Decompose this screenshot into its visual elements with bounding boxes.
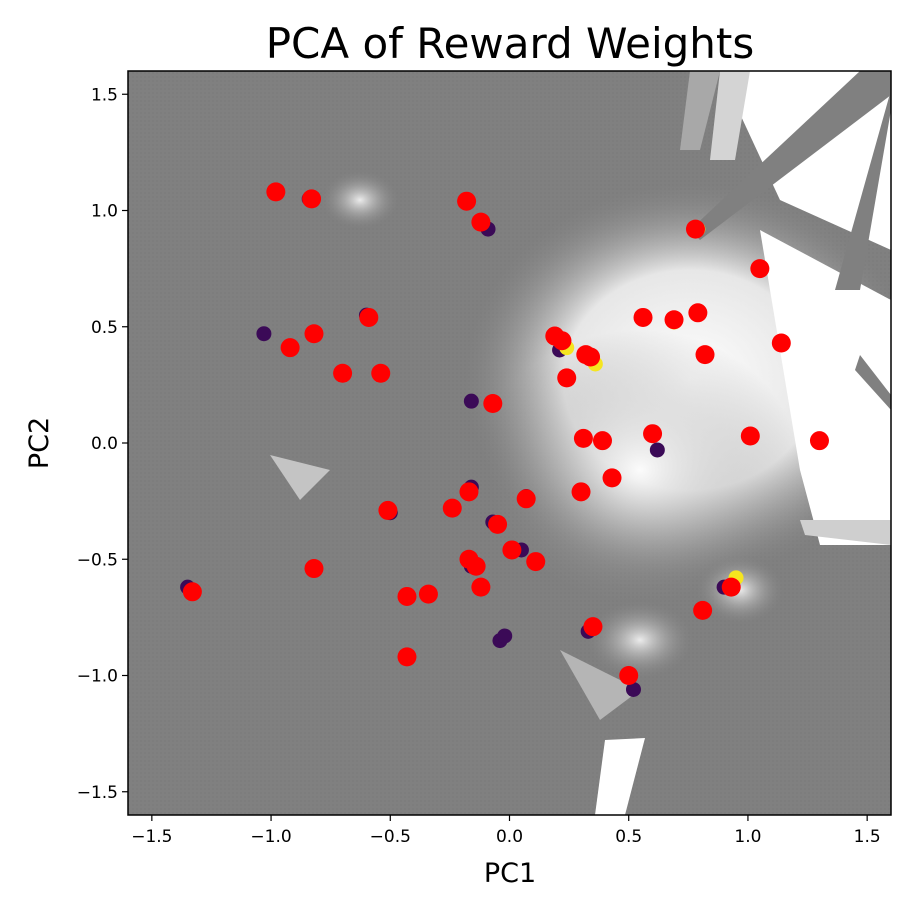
y-tick-label: 0.5 [91, 318, 118, 338]
scatter-point [266, 182, 286, 202]
y-tick-label: 1.5 [91, 85, 118, 105]
scatter-point [516, 489, 536, 509]
heatmap-gray-streak [690, 71, 891, 240]
scatter-point [463, 393, 479, 409]
heatmap-light-wedge [270, 455, 330, 500]
scatter-point [497, 628, 513, 644]
heatmap-bright-region [480, 330, 800, 610]
scatter-point [359, 307, 379, 327]
x-axis-label: PC1 [484, 858, 536, 889]
scatter-point [397, 647, 417, 667]
y-tick-label: 0.0 [91, 434, 118, 454]
scatter-point [688, 303, 708, 323]
y-tick-label: −1.0 [77, 667, 118, 687]
scatter-point [526, 552, 546, 572]
scatter-point [809, 431, 829, 451]
scatter-point [442, 498, 462, 518]
scatter-point [592, 431, 612, 451]
x-tick-label: 0.0 [496, 827, 523, 847]
heatmap-gray-streak [800, 520, 891, 545]
heatmap-gray-streak [710, 71, 750, 160]
y-tick-label: 1.0 [91, 202, 118, 222]
decision-surface-heatmap [128, 71, 891, 815]
y-axis-label: PC2 [24, 417, 55, 469]
scatter-point [695, 345, 715, 365]
scatter-point [750, 259, 770, 279]
scatter-point [304, 324, 324, 344]
heatmap-white-wedge [760, 230, 891, 545]
scatter-point [571, 482, 591, 502]
scatter-point [471, 212, 491, 232]
scatter-point [552, 331, 572, 351]
scatter-point [649, 442, 665, 458]
scatter-point [602, 468, 622, 488]
axis-ticks: −1.5 −1.0 −0.5 0.0 0.5 1.0 1.5 −1.5 −1.0 −0.5 0.0 0… [77, 85, 881, 847]
scatter-point [304, 559, 324, 579]
x-tick-label: −1.0 [250, 827, 291, 847]
scatter-point [693, 600, 713, 620]
scatter-point [302, 189, 322, 209]
scatter-point [488, 514, 508, 534]
scatter-point [256, 326, 272, 342]
scatter-points [180, 182, 829, 697]
scatter-point [466, 556, 486, 576]
scatter-point [459, 482, 479, 502]
scatter-point [557, 368, 577, 388]
scatter-point [371, 363, 391, 383]
scatter-point [457, 191, 477, 211]
scatter-point [378, 500, 398, 520]
scatter-point [619, 666, 639, 685]
scatter-point [280, 338, 300, 358]
scatter-point [625, 681, 641, 697]
heatmap-gray-streak [855, 355, 891, 410]
scatter-point [573, 428, 593, 448]
x-tick-label: 0.5 [615, 827, 642, 847]
x-tick-label: 1.0 [734, 827, 761, 847]
heatmap-light-wedge [560, 650, 640, 720]
heatmap-gray-streak [680, 71, 720, 150]
scatter-point [471, 577, 491, 597]
scatter-point [583, 617, 603, 637]
heatmap-bright-region [320, 170, 400, 230]
scatter-point [581, 347, 601, 367]
scatter-point [740, 426, 760, 446]
heatmap-bright-region [585, 600, 695, 680]
scatter-point [685, 219, 705, 239]
scatter-point [664, 310, 684, 330]
scatter-point [633, 307, 653, 327]
x-tick-label: −0.5 [370, 827, 411, 847]
scatter-point [418, 584, 438, 604]
scatter-point [397, 586, 417, 606]
heatmap-white-wedge [595, 738, 645, 815]
scatter-point [182, 582, 202, 602]
scatter-point [502, 540, 522, 560]
scatter-point [771, 333, 791, 353]
x-tick-label: −1.5 [131, 827, 172, 847]
x-tick-label: 1.5 [854, 827, 881, 847]
scatter-point [643, 424, 663, 444]
scatter-point [483, 393, 503, 413]
chart-title: PCA of Reward Weights [266, 19, 755, 68]
scatter-point [333, 363, 353, 383]
y-tick-label: −1.5 [77, 783, 118, 803]
y-tick-label: −0.5 [77, 550, 118, 570]
scatter-point [721, 577, 741, 597]
heatmap-gray-streak [835, 90, 891, 290]
